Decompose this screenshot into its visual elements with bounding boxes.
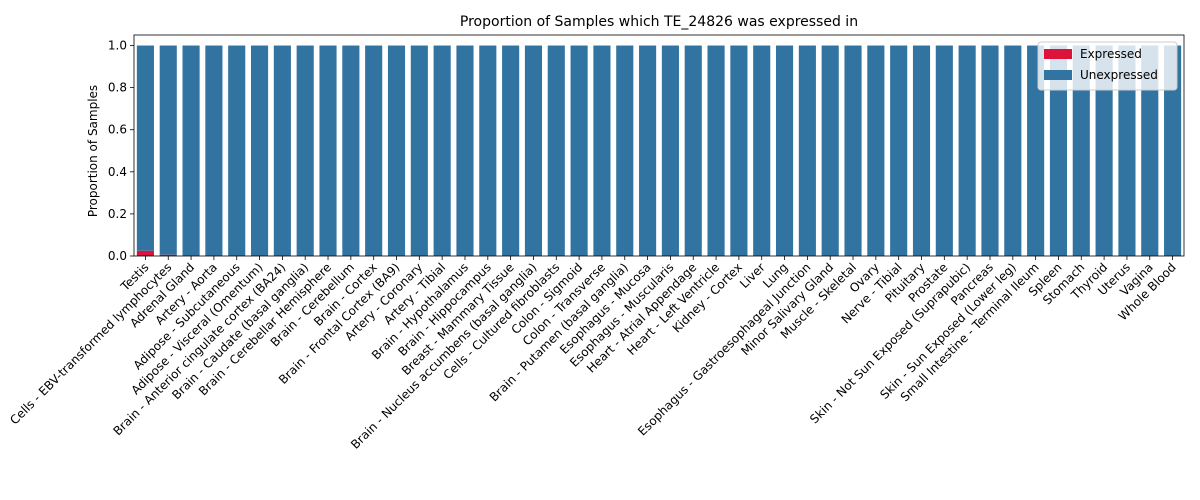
bar-unexpressed-17 [524,45,543,256]
bar-expressed-1 [159,254,177,256]
y-tick-label-5: 1.0 [108,39,127,53]
bar-unexpressed-13 [433,45,451,256]
y-tick-label-0: 0.0 [108,249,127,263]
bar-unexpressed-0 [136,45,154,251]
bar-unexpressed-28 [775,45,794,256]
bar-unexpressed-5 [250,45,269,256]
bar-unexpressed-36 [958,45,976,256]
y-tick-label-2: 0.4 [108,165,127,179]
bar-unexpressed-29 [798,45,816,256]
bar-unexpressed-16 [502,45,520,256]
bars-group [136,45,1182,256]
legend-swatch-unexpressed [1044,70,1072,80]
bar-unexpressed-14 [456,45,474,256]
bar-unexpressed-18 [547,45,565,256]
bar-unexpressed-10 [365,45,383,256]
y-axis-title: Proportion of Samples [86,85,100,217]
bar-unexpressed-43 [1118,45,1136,256]
legend: Expressed Unexpressed [1037,41,1178,91]
bar-unexpressed-11 [387,45,406,256]
bar-unexpressed-31 [844,45,862,256]
bar-unexpressed-23 [661,45,679,256]
bar-unexpressed-42 [1095,45,1113,256]
bar-unexpressed-19 [570,45,588,256]
bar-unexpressed-24 [684,45,702,256]
bar-unexpressed-35 [935,45,953,256]
legend-label-unexpressed: Unexpressed [1080,68,1158,82]
bar-unexpressed-41 [1072,45,1090,256]
bar-unexpressed-44 [1141,45,1159,256]
y-tick-label-3: 0.6 [108,123,127,137]
bar-unexpressed-2 [182,45,200,256]
bar-unexpressed-45 [1164,45,1182,256]
bar-unexpressed-40 [1049,45,1068,256]
bar-unexpressed-21 [616,45,634,256]
plot-frame [133,34,1185,257]
bar-unexpressed-33 [890,45,908,256]
bar-unexpressed-30 [821,45,839,256]
bar-unexpressed-4 [228,45,246,256]
bar-unexpressed-38 [1004,45,1022,256]
bar-unexpressed-20 [593,45,611,256]
bar-unexpressed-7 [296,45,314,256]
bar-unexpressed-6 [273,45,291,256]
legend-label-expressed: Expressed [1080,47,1142,61]
bar-unexpressed-8 [319,45,337,256]
legend-swatch-expressed [1044,49,1072,59]
axes-spines [133,34,1185,257]
bar-unexpressed-32 [867,45,885,256]
y-tick-label-1: 0.2 [108,207,127,221]
bar-unexpressed-34 [912,45,931,256]
bar-expressed-0 [136,250,154,256]
bar-unexpressed-12 [410,45,428,256]
bar-unexpressed-26 [730,45,748,256]
bar-unexpressed-9 [342,45,360,256]
y-axis: 0.0 0.2 0.4 0.6 0.8 1.0 [108,39,134,263]
legend-box [1037,41,1178,91]
y-tick-label-4: 0.8 [108,81,127,95]
bar-unexpressed-15 [479,45,497,256]
bar-unexpressed-3 [205,45,223,256]
chart-title: Proportion of Samples which TE_24826 was… [460,14,858,30]
bar-unexpressed-39 [1027,45,1045,256]
bar-unexpressed-27 [753,45,771,256]
bar-unexpressed-37 [981,45,999,256]
bar-unexpressed-25 [707,45,725,256]
x-tick-label-27: Liver [737,260,768,291]
bar-unexpressed-1 [159,45,177,255]
bar-unexpressed-22 [639,45,657,256]
